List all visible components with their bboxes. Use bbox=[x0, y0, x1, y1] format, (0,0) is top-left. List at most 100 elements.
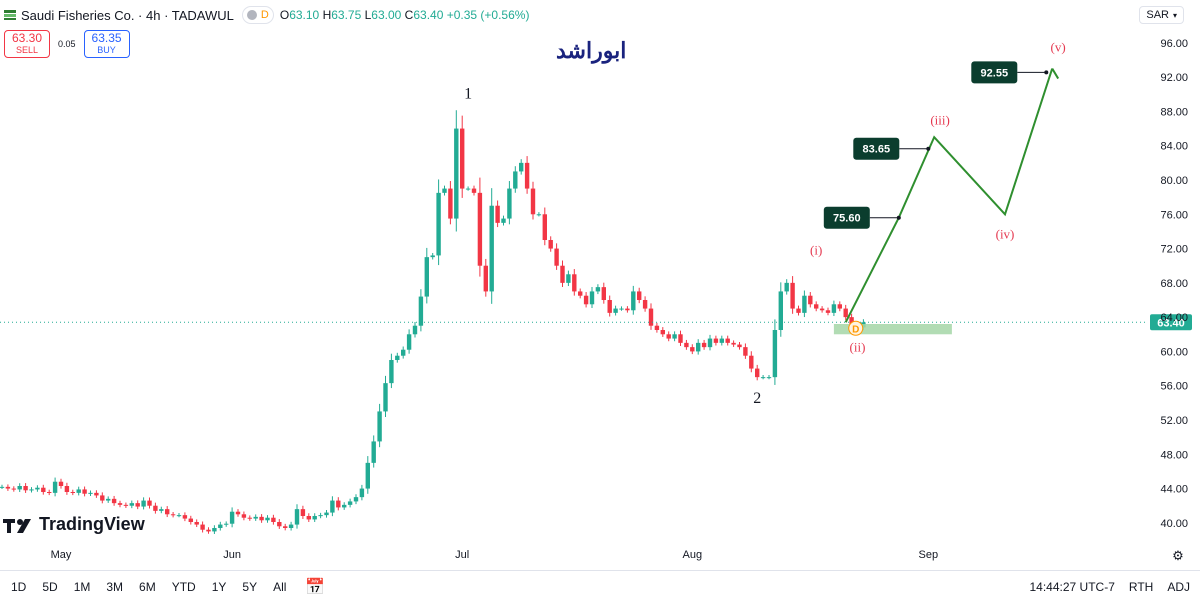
candle-body bbox=[353, 497, 359, 502]
candle-body bbox=[601, 287, 606, 300]
last-price-badge bbox=[1150, 314, 1192, 331]
target-price-box bbox=[971, 61, 1018, 84]
timeframe-1m[interactable]: 1M bbox=[73, 579, 91, 594]
candle-body bbox=[696, 342, 701, 352]
buy-button[interactable]: 63.35 BUY bbox=[83, 30, 130, 58]
candle-body bbox=[648, 308, 654, 326]
candle-body bbox=[35, 487, 40, 490]
candle-body bbox=[111, 498, 117, 504]
dividend-event-icon[interactable] bbox=[848, 320, 864, 336]
currency-selector[interactable]: SAR ▾ bbox=[1139, 6, 1184, 24]
candle-body bbox=[76, 489, 81, 493]
y-tick-label: 64.00 bbox=[1160, 312, 1188, 324]
candle-body bbox=[749, 355, 754, 369]
candle-body bbox=[253, 516, 258, 519]
candle-body bbox=[619, 308, 624, 310]
company-logo-icon bbox=[4, 9, 16, 21]
candle-body bbox=[47, 492, 52, 493]
candle-body bbox=[318, 515, 323, 517]
y-tick-label: 72.00 bbox=[1160, 244, 1188, 256]
candle-body bbox=[389, 360, 394, 384]
wave-count-label: 2 bbox=[753, 390, 761, 407]
candle-body bbox=[283, 526, 288, 528]
candle-body bbox=[170, 514, 176, 516]
wave-degree-label: (i) bbox=[810, 243, 822, 258]
tradingview-logo[interactable]: TradingView bbox=[3, 514, 145, 535]
candle-body bbox=[64, 486, 70, 492]
delayed-badge: D bbox=[260, 9, 269, 21]
candle-body bbox=[849, 317, 854, 324]
spread-value: 0.05 bbox=[58, 39, 76, 49]
candle-body bbox=[465, 188, 471, 190]
y-tick-label: 44.00 bbox=[1160, 484, 1188, 496]
candle-body bbox=[530, 188, 536, 215]
candle-body bbox=[572, 274, 577, 292]
candle-body bbox=[560, 265, 565, 283]
clock-time[interactable]: 14:44:27 UTC-7 bbox=[1029, 579, 1115, 594]
price-chart[interactable]: 63.40 D 75.60 83.65 92.55 1 2 (i) (ii) (iii) (iv) (… bbox=[0, 0, 1200, 570]
candle-body bbox=[259, 516, 264, 521]
candle-body bbox=[70, 492, 75, 493]
candle-body bbox=[814, 304, 819, 309]
candle-body bbox=[383, 383, 388, 412]
candle-body bbox=[666, 334, 671, 339]
candle-body bbox=[471, 188, 477, 193]
status-pill[interactable]: D bbox=[241, 6, 274, 24]
timeframe-1y[interactable]: 1Y bbox=[211, 579, 227, 594]
timeframe-5d[interactable]: 5D bbox=[42, 579, 58, 594]
candle-body bbox=[536, 214, 542, 216]
timeframe-6m[interactable]: 6M bbox=[139, 579, 156, 594]
candle-body bbox=[483, 265, 488, 292]
tradingview-logo-icon bbox=[3, 518, 31, 533]
date-range-calendar-icon[interactable]: 📅 bbox=[305, 578, 326, 596]
candle-body bbox=[206, 529, 211, 532]
sell-button[interactable]: 63.30 SELL bbox=[4, 30, 50, 58]
target-zone bbox=[833, 324, 952, 335]
candle-body bbox=[784, 282, 789, 292]
target-price-box bbox=[823, 206, 870, 229]
chart-settings-gear-icon[interactable]: ⚙ bbox=[1172, 548, 1184, 563]
timeframe-5y[interactable]: 5Y bbox=[242, 579, 258, 594]
candle-body bbox=[831, 304, 837, 313]
candle-body bbox=[578, 291, 583, 296]
timeframe-all[interactable]: All bbox=[273, 579, 287, 594]
y-tick-label: 80.00 bbox=[1160, 175, 1188, 187]
symbol-title[interactable]: Saudi Fisheries Co. · 4h · TADAWUL bbox=[21, 7, 234, 23]
candle-body bbox=[141, 500, 146, 507]
candle-body bbox=[583, 295, 589, 305]
candle-body bbox=[288, 524, 294, 528]
candle-body bbox=[271, 517, 276, 522]
candle-body bbox=[436, 192, 441, 256]
target-price-label: 92.55 bbox=[981, 67, 1009, 79]
candle-body bbox=[595, 287, 601, 292]
candle-body bbox=[330, 500, 335, 513]
candle-body bbox=[489, 205, 494, 292]
candle-body bbox=[188, 518, 193, 522]
timeframe-3m[interactable]: 3M bbox=[106, 579, 124, 594]
candle-body bbox=[265, 517, 270, 521]
y-tick-label: 92.00 bbox=[1160, 72, 1188, 84]
candle-body bbox=[277, 522, 282, 527]
candle-body bbox=[5, 486, 11, 489]
candle-body bbox=[778, 291, 783, 330]
candle-body bbox=[0, 486, 5, 488]
dividend-event-label: D bbox=[852, 324, 859, 335]
candle-body bbox=[837, 304, 842, 309]
candle-body bbox=[359, 488, 365, 498]
candle-body bbox=[808, 295, 813, 305]
candle-body bbox=[607, 300, 612, 313]
candle-body bbox=[566, 274, 571, 283]
session-toggle[interactable]: RTH bbox=[1128, 579, 1154, 594]
adjust-toggle[interactable]: ADJ bbox=[1167, 579, 1190, 594]
wave-degree-label: (ii) bbox=[850, 339, 866, 354]
y-tick-label: 52.00 bbox=[1160, 415, 1188, 427]
candle-body bbox=[460, 128, 465, 189]
candle-body bbox=[23, 486, 28, 491]
candle-body bbox=[755, 368, 760, 378]
candle-body bbox=[690, 347, 695, 352]
timeframe-1d[interactable]: 1D bbox=[11, 579, 27, 594]
candle-body bbox=[182, 515, 188, 519]
candle-body bbox=[306, 516, 311, 520]
candle-body bbox=[41, 487, 46, 492]
timeframe-ytd[interactable]: YTD bbox=[171, 579, 196, 594]
